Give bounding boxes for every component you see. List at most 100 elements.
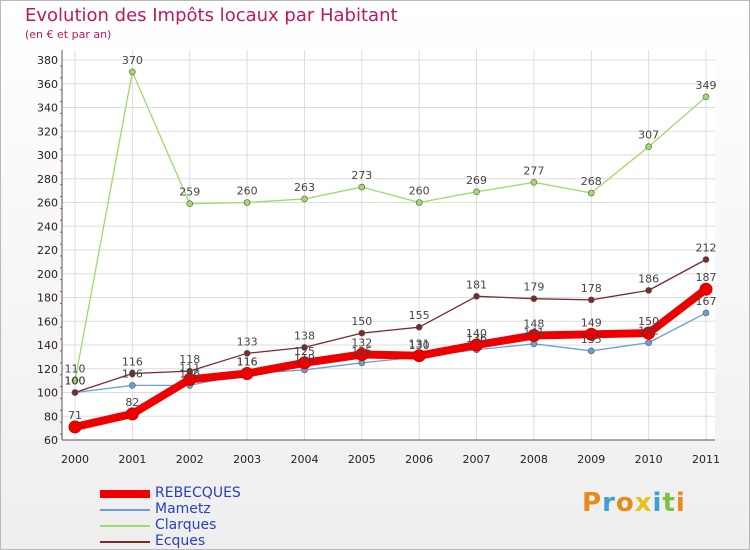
- y-tick-label: 60: [44, 434, 58, 447]
- data-point-ecques: [415, 323, 423, 331]
- data-point-rebecques: [412, 349, 426, 363]
- legend-swatch: [100, 509, 150, 511]
- data-point-ecques: [530, 295, 538, 302]
- y-tick-label: 120: [37, 363, 58, 376]
- y-tick-label: 300: [37, 149, 58, 162]
- data-label-clarques: 307: [638, 129, 659, 142]
- legend-swatch: [100, 490, 150, 498]
- data-label-clarques: 263: [294, 181, 315, 194]
- data-label-ecques: 116: [122, 356, 143, 369]
- data-point-clarques: [530, 179, 538, 186]
- data-point-rebecques: [125, 407, 139, 421]
- data-label-rebecques: 150: [638, 315, 659, 328]
- legend-label: REBECQUES: [155, 485, 241, 501]
- data-label-clarques: 273: [351, 169, 372, 182]
- data-label-mametz: 119: [294, 352, 315, 365]
- data-point-clarques: [71, 377, 79, 384]
- data-label-ecques: 133: [237, 335, 258, 348]
- data-point-clarques: [243, 199, 251, 206]
- plot-area: [62, 50, 715, 440]
- data-point-clarques: [702, 93, 710, 101]
- proxiti-logo: Proxiti: [582, 488, 686, 518]
- legend-swatch: [100, 525, 150, 527]
- series-line-ecques: [74, 258, 707, 394]
- data-point-ecques: [587, 296, 595, 304]
- data-label-rebecques: 131: [409, 338, 430, 351]
- data-point-ecques: [358, 329, 366, 337]
- data-label-mametz: 142: [638, 325, 659, 338]
- data-point-clarques: [587, 189, 595, 197]
- data-label-rebecques: 149: [581, 316, 602, 329]
- data-label-mametz: 106: [122, 367, 143, 380]
- y-tick-label: 240: [37, 220, 58, 233]
- data-label-ecques: 155: [409, 309, 430, 322]
- data-point-rebecques: [355, 348, 369, 361]
- y-tick-label: 280: [37, 173, 58, 186]
- data-point-mametz: [587, 347, 595, 355]
- data-label-clarques: 110: [65, 363, 86, 376]
- data-label-mametz: 136: [466, 332, 487, 345]
- data-point-mametz: [645, 339, 652, 346]
- data-point-ecques: [473, 293, 480, 300]
- logo-letter: i: [675, 488, 686, 518]
- data-point-ecques: [301, 344, 308, 351]
- data-label-ecques: 150: [351, 315, 372, 328]
- data-point-rebecques: [297, 356, 311, 370]
- data-label-rebecques: 71: [68, 409, 82, 422]
- logo-letter: i: [652, 488, 663, 518]
- data-point-ecques: [702, 256, 710, 263]
- y-tick-label: 200: [37, 268, 58, 281]
- data-point-ecques: [645, 287, 652, 294]
- data-point-ecques: [129, 370, 136, 377]
- data-label-mametz: 141: [523, 326, 544, 339]
- data-label-ecques: 212: [696, 242, 717, 255]
- chart-title: Evolution des Impôts locaux par Habitant: [25, 5, 398, 26]
- series-line-clarques: [74, 71, 707, 381]
- legend-label: Mametz: [155, 501, 211, 517]
- x-tick-label: 2003: [233, 453, 261, 466]
- y-tick-label: 320: [37, 125, 58, 138]
- y-tick-label: 100: [37, 387, 58, 400]
- x-tick-label: 2005: [348, 453, 376, 466]
- data-label-mametz: 106: [179, 367, 200, 380]
- data-label-rebecques: 140: [466, 327, 487, 340]
- data-point-clarques: [186, 200, 194, 207]
- data-point-rebecques: [527, 329, 541, 342]
- x-tick-label: 2000: [61, 453, 89, 466]
- data-point-rebecques: [240, 367, 254, 380]
- y-tick-label: 140: [37, 339, 58, 352]
- data-label-mametz: 116: [237, 356, 258, 369]
- data-label-clarques: 268: [581, 175, 602, 188]
- chart-subtitle: (en € et par an): [25, 28, 112, 41]
- series-line-rebecques: [74, 286, 709, 431]
- legend-label: Ecques: [155, 533, 206, 549]
- data-label-mametz: 135: [581, 333, 602, 346]
- data-label-rebecques: 82: [125, 396, 139, 409]
- y-tick-label: 340: [37, 102, 58, 115]
- data-point-mametz: [702, 309, 710, 317]
- logo-letter: P: [582, 488, 603, 518]
- data-point-rebecques: [68, 420, 82, 434]
- data-point-ecques: [71, 389, 79, 396]
- legend-label: Clarques: [155, 517, 217, 533]
- data-point-mametz: [129, 382, 136, 389]
- data-point-clarques: [129, 68, 136, 76]
- y-tick-label: 260: [37, 197, 58, 210]
- data-label-rebecques: 148: [523, 318, 544, 331]
- x-tick-label: 2007: [463, 453, 491, 466]
- data-label-clarques: 277: [523, 164, 544, 177]
- data-label-ecques: 100: [65, 375, 86, 388]
- y-tick-label: 220: [37, 244, 58, 257]
- data-point-rebecques: [584, 327, 598, 341]
- x-tick-label: 2008: [520, 453, 548, 466]
- data-label-mametz: 100: [65, 375, 86, 388]
- logo-letter: o: [615, 488, 635, 518]
- x-tick-label: 2002: [176, 453, 204, 466]
- data-label-rebecques: 116: [237, 356, 258, 369]
- data-point-clarques: [645, 143, 652, 150]
- data-point-clarques: [473, 188, 480, 196]
- data-point-clarques: [301, 195, 308, 203]
- data-label-clarques: 349: [696, 79, 717, 92]
- y-tick-label: 80: [44, 410, 58, 423]
